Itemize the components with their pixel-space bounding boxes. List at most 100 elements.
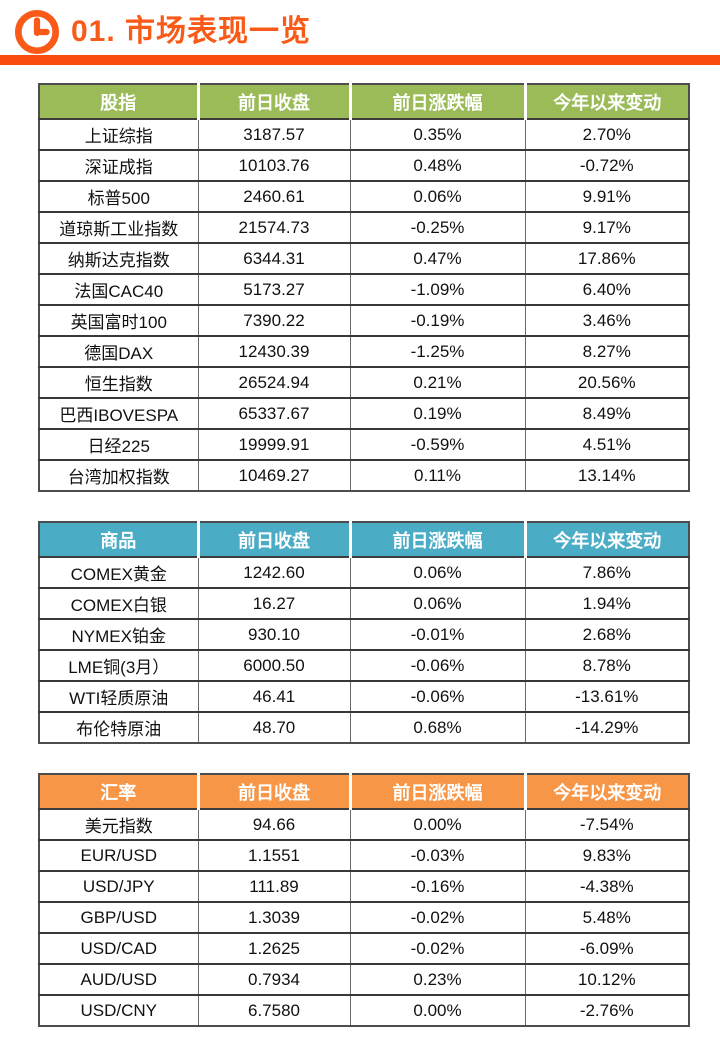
ytd-change-cell: -13.61% [524,680,689,712]
category-header-cell: 商品 [39,522,198,558]
instrument-name-cell: 巴西IBOVESPA [39,397,198,429]
ytd-change-cell: 8.78% [524,649,689,681]
instrument-name-cell: 恒生指数 [39,366,198,398]
table-row: COMEX黄金 1242.60 0.06% 7.86% [39,556,689,588]
day-change-cell: 0.21% [349,366,525,398]
ytd-change-header-cell: 今年以来变动 [523,522,689,558]
ytd-change-cell: 3.46% [524,304,689,336]
instrument-name-cell: 纳斯达克指数 [39,242,198,274]
table-row: 法国CAC40 5173.27 -1.09% 6.40% [39,273,689,305]
table-row: 标普500 2460.61 0.06% 9.91% [39,180,689,212]
day-change-cell: -0.02% [349,932,525,964]
day-change-cell: 0.06% [349,587,525,619]
day-change-cell: 0.68% [349,711,525,743]
table-row: 日经225 19999.91 -0.59% 4.51% [39,428,689,460]
ytd-change-cell: 2.68% [524,618,689,650]
ytd-change-cell: -7.54% [524,808,689,840]
prev-close-cell: 0.7934 [197,963,350,995]
prev-close-cell: 65337.67 [197,397,350,429]
ytd-change-cell: 6.40% [524,273,689,305]
table-row: LME铜(3月） 6000.50 -0.06% 8.78% [39,649,689,681]
instrument-name-cell: USD/CNY [39,994,198,1026]
prev-close-cell: 7390.22 [197,304,350,336]
instrument-name-cell: 布伦特原油 [39,711,198,743]
instrument-name-cell: WTI轻质原油 [39,680,198,712]
ytd-change-cell: -14.29% [524,711,689,743]
day-change-cell: 0.00% [349,808,525,840]
ytd-change-cell: 20.56% [524,366,689,398]
table-row: USD/CAD 1.2625 -0.02% -6.09% [39,932,689,964]
prev-close-cell: 46.41 [197,680,350,712]
day-change-cell: 0.47% [349,242,525,274]
prev-close-cell: 6000.50 [197,649,350,681]
ytd-change-cell: 2.70% [524,118,689,150]
prev-close-cell: 2460.61 [197,180,350,212]
instrument-name-cell: 道琼斯工业指数 [39,211,198,243]
ytd-change-cell: -6.09% [524,932,689,964]
fx-table-body: 美元指数 94.66 0.00% -7.54% EUR/USD 1.1551 -0.03% 9… [39,808,689,1026]
prev-close-cell: 930.10 [197,618,350,650]
table-header-row: 汇率 前日收盘 前日涨跌幅 今年以来变动 [39,774,689,810]
instrument-name-cell: 上证综指 [39,118,198,150]
ytd-change-cell: 9.91% [524,180,689,212]
table-row: 上证综指 3187.57 0.35% 2.70% [39,118,689,150]
ytd-change-cell: 10.12% [524,963,689,995]
table-row: WTI轻质原油 46.41 -0.06% -13.61% [39,680,689,712]
day-change-cell: 0.06% [349,556,525,588]
prev-close-cell: 94.66 [197,808,350,840]
instrument-name-cell: GBP/USD [39,901,198,933]
instrument-name-cell: 标普500 [39,180,198,212]
table-row: COMEX白银 16.27 0.06% 1.94% [39,587,689,619]
prev-close-cell: 10103.76 [197,149,350,181]
prev-close-cell: 16.27 [197,587,350,619]
day-change-cell: 0.11% [349,459,525,491]
prev-close-cell: 1.1551 [197,839,350,871]
ytd-change-cell: 7.86% [524,556,689,588]
prev-close-header-cell: 前日收盘 [196,774,350,810]
instrument-name-cell: LME铜(3月） [39,649,198,681]
tables-area: 股指 前日收盘 前日涨跌幅 今年以来变动 上证综指 3187.57 0.35% 2.7… [0,83,720,1027]
ytd-change-cell: 13.14% [524,459,689,491]
category-header-cell: 股指 [39,84,198,120]
instrument-name-cell: AUD/USD [39,963,198,995]
day-change-header-cell: 前日涨跌幅 [348,84,525,120]
table-row: 美元指数 94.66 0.00% -7.54% [39,808,689,840]
table-row: 德国DAX 12430.39 -1.25% 8.27% [39,335,689,367]
instrument-name-cell: 美元指数 [39,808,198,840]
prev-close-cell: 10469.27 [197,459,350,491]
prev-close-cell: 1.3039 [197,901,350,933]
day-change-cell: 0.00% [349,994,525,1026]
commodity-table-head: 商品 前日收盘 前日涨跌幅 今年以来变动 [39,522,689,558]
table-row: 台湾加权指数 10469.27 0.11% 13.14% [39,459,689,491]
ytd-change-cell: -4.38% [524,870,689,902]
day-change-cell: -0.16% [349,870,525,902]
day-change-cell: -0.06% [349,649,525,681]
commodity-table-body: COMEX黄金 1242.60 0.06% 7.86% COMEX白银 16.27 0.06… [39,556,689,743]
day-change-cell: 0.23% [349,963,525,995]
ytd-change-cell: -2.76% [524,994,689,1026]
table-row: AUD/USD 0.7934 0.23% 10.12% [39,963,689,995]
prev-close-header-cell: 前日收盘 [196,84,350,120]
day-change-cell: -0.02% [349,901,525,933]
day-change-cell: 0.48% [349,149,525,181]
prev-close-cell: 6344.31 [197,242,350,274]
instrument-name-cell: 德国DAX [39,335,198,367]
ytd-change-cell: 1.94% [524,587,689,619]
prev-close-cell: 21574.73 [197,211,350,243]
day-change-cell: -0.01% [349,618,525,650]
day-change-cell: 0.35% [349,118,525,150]
ytd-change-header-cell: 今年以来变动 [523,774,689,810]
day-change-cell: -0.25% [349,211,525,243]
day-change-cell: -0.59% [349,428,525,460]
table-row: USD/CNY 6.7580 0.00% -2.76% [39,994,689,1026]
fx-table-head: 汇率 前日收盘 前日涨跌幅 今年以来变动 [39,774,689,810]
stock-index-table-head: 股指 前日收盘 前日涨跌幅 今年以来变动 [39,84,689,120]
ytd-change-cell: 9.17% [524,211,689,243]
table-row: EUR/USD 1.1551 -0.03% 9.83% [39,839,689,871]
instrument-name-cell: EUR/USD [39,839,198,871]
table-row: 恒生指数 26524.94 0.21% 20.56% [39,366,689,398]
title-underline-bar [0,55,720,65]
fx-table: 汇率 前日收盘 前日涨跌幅 今年以来变动 美元指数 94.66 0.00% -7.54… [38,773,690,1027]
table-row: NYMEX铂金 930.10 -0.01% 2.68% [39,618,689,650]
